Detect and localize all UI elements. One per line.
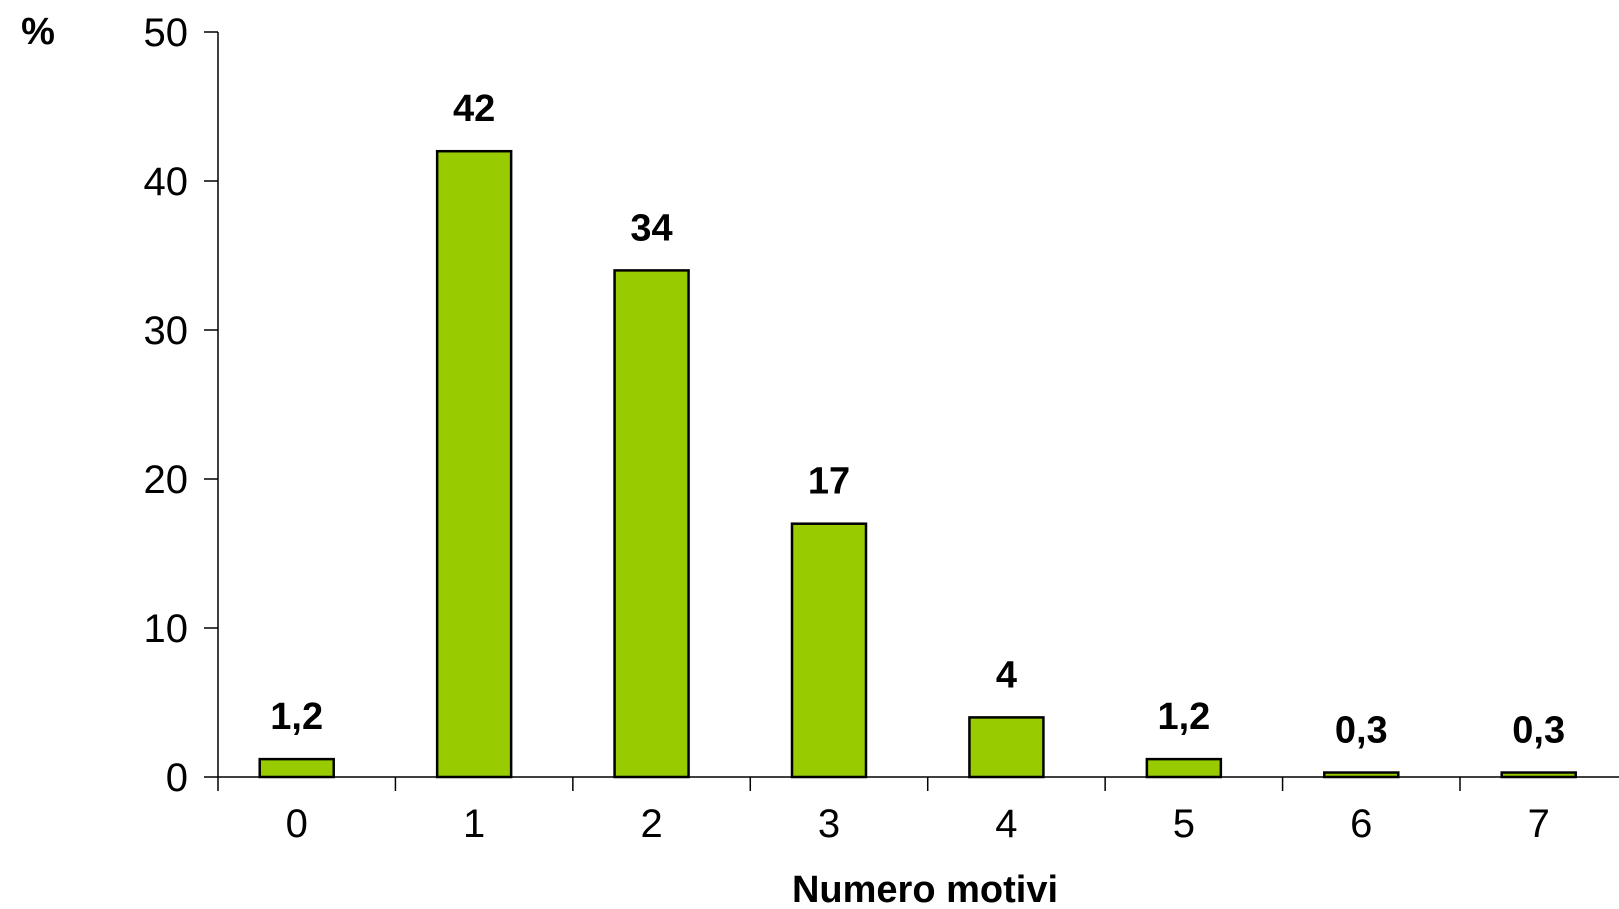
data-label: 4 (996, 654, 1017, 696)
x-tick-label: 3 (818, 802, 840, 846)
x-tick-label: 1 (463, 802, 485, 846)
data-label: 0,3 (1512, 710, 1565, 752)
x-tick-label: 0 (286, 802, 308, 846)
data-label: 34 (630, 207, 672, 249)
bar-7 (1500, 771, 1577, 779)
data-label: 1,2 (270, 696, 323, 738)
bar-6 (1323, 771, 1400, 779)
y-axis-title: % (21, 11, 55, 53)
x-tick-label: 4 (995, 802, 1017, 846)
y-tick-label: 30 (144, 309, 189, 353)
y-tick-label: 10 (144, 607, 189, 651)
y-tick-label: 40 (144, 160, 189, 204)
bar-0 (258, 757, 335, 779)
bar-5 (1145, 757, 1223, 779)
x-axis-title: Numero motivi (792, 869, 1058, 909)
x-tick-label: 6 (1350, 802, 1372, 846)
bar-3 (790, 522, 868, 779)
bar-4 (968, 716, 1045, 779)
x-tick-label: 2 (640, 802, 662, 846)
bar-2 (613, 269, 690, 779)
plot-area: 0 10 20 30 40 50 0 1,2 1 42 2 34 3 17 4 4 5 1,2 6 0,3 7 0,3 (144, 11, 1619, 846)
y-tick-label: 0 (166, 756, 188, 800)
data-label: 42 (453, 88, 495, 130)
data-label: 1,2 (1157, 696, 1210, 738)
bar-1 (435, 149, 513, 779)
y-tick-label: 20 (144, 458, 189, 502)
y-tick-label: 50 (144, 11, 189, 55)
data-label: 17 (808, 461, 850, 503)
data-label: 0,3 (1335, 710, 1388, 752)
x-tick-label: 7 (1528, 802, 1550, 846)
x-tick-label: 5 (1173, 802, 1195, 846)
